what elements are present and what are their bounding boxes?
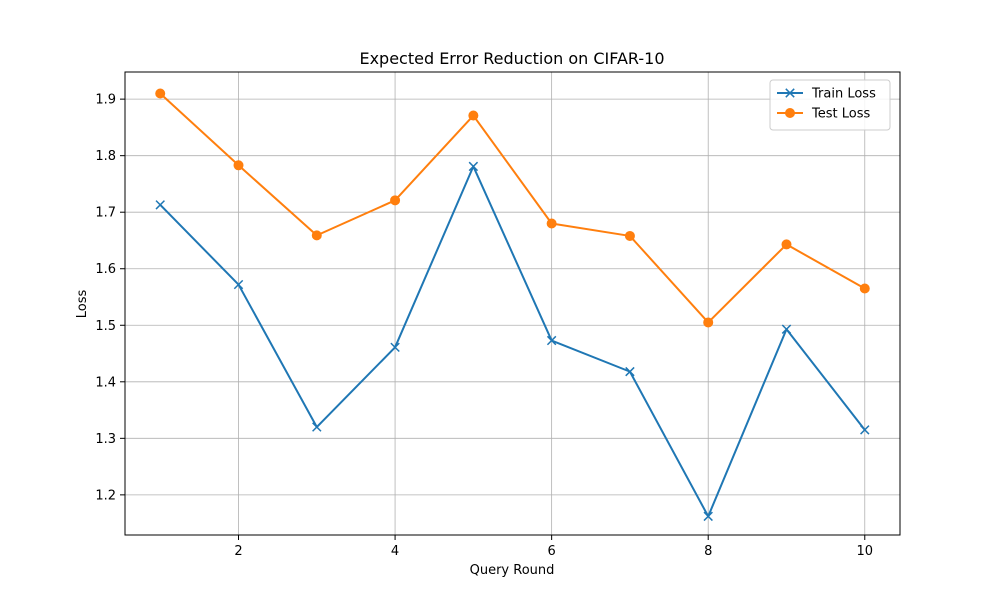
series-group (155, 88, 870, 522)
y-tick-label: 1.3 (95, 432, 116, 447)
test-loss-point (703, 317, 714, 328)
x-tick-label: 4 (391, 544, 399, 559)
test-loss-point (781, 239, 792, 250)
y-tick-label: 1.9 (95, 93, 116, 108)
train-loss-point (781, 324, 792, 334)
y-tick-label: 1.4 (95, 375, 116, 390)
x-tick-label: 8 (704, 544, 712, 559)
x-tick-label: 10 (856, 544, 873, 559)
test-loss-point (155, 88, 166, 99)
train-loss-point (860, 425, 870, 435)
train-loss-series (155, 161, 870, 522)
test-loss-point (311, 230, 322, 241)
y-axis-label: Loss (75, 290, 90, 319)
y-tick-label: 1.8 (95, 149, 116, 164)
chart-title: Expected Error Reduction on CIFAR-10 (359, 49, 664, 68)
train-loss-line (159, 165, 866, 518)
legend-test-loss-label: Test Loss (811, 107, 870, 122)
y-tick-label: 1.5 (95, 319, 116, 334)
y-tick-label: 1.7 (95, 206, 116, 221)
plot-frame (124, 71, 901, 536)
train-loss-point (233, 279, 244, 290)
y-tick-label: 1.6 (95, 262, 116, 277)
axis-ticks: 2 4 6 8 10 1.2 1.3 1.4 1.5 1.6 1.7 1.8 1.9 (95, 93, 873, 559)
test-loss-point (624, 230, 635, 241)
test-loss-point (859, 283, 870, 294)
grid-lines (125, 72, 900, 535)
test-loss-point (468, 110, 479, 121)
train-loss-point (546, 335, 557, 346)
train-loss-point (390, 342, 400, 353)
test-loss-point (390, 195, 401, 206)
train-loss-point (155, 200, 165, 210)
x-tick-label: 6 (548, 544, 556, 559)
legend-train-loss-label: Train Loss (811, 87, 876, 102)
train-loss-point (312, 422, 322, 432)
train-loss-point (468, 161, 479, 172)
train-loss-point (625, 366, 635, 377)
x-tick-label: 2 (234, 544, 242, 559)
test-loss-line (159, 92, 866, 324)
y-tick-label: 1.2 (95, 488, 116, 503)
legend: Train Loss Test Loss (769, 79, 891, 131)
train-loss-point (703, 511, 713, 522)
legend-train-loss-marker (785, 88, 795, 98)
x-axis-label: Query Round (470, 563, 555, 578)
test-loss-point (546, 218, 557, 229)
test-loss-point (233, 160, 244, 171)
test-loss-series (155, 88, 870, 328)
legend-test-loss-marker (785, 108, 795, 118)
